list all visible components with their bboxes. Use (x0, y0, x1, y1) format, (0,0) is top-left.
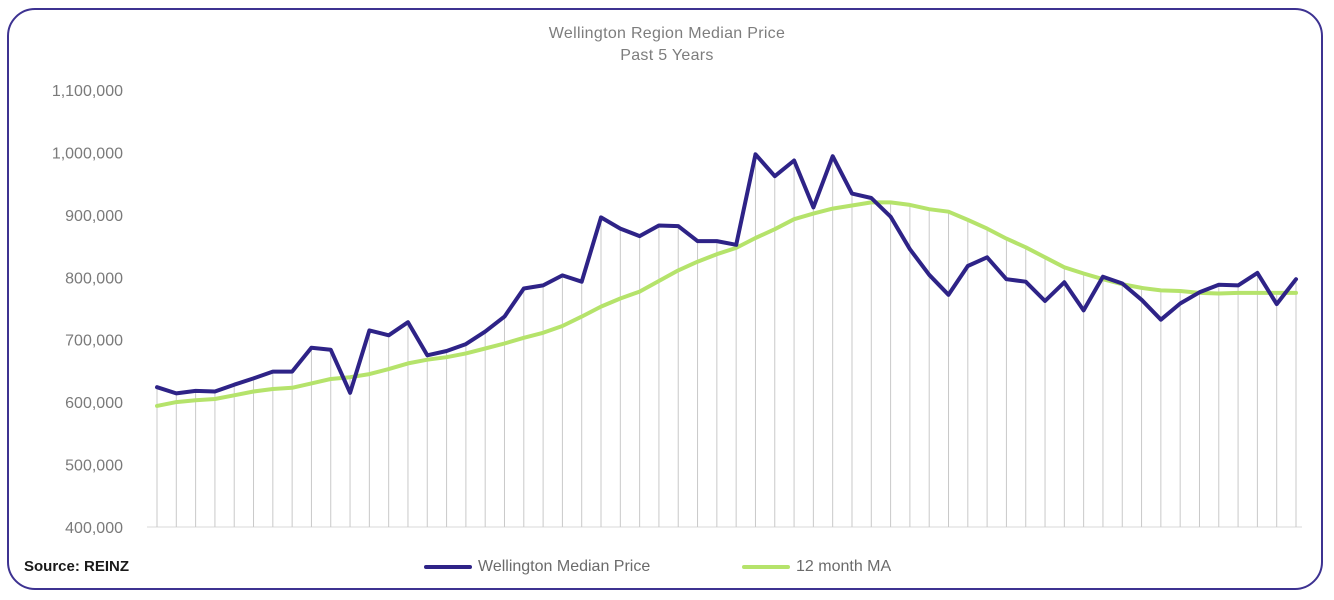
y-tick-label: 700,000 (65, 333, 123, 350)
source-label: Source: REINZ (24, 558, 130, 575)
y-tick-label: 400,000 (65, 520, 123, 537)
y-tick-label: 1,100,000 (52, 83, 123, 100)
legend-item-median-price: Wellington Median Price (424, 555, 650, 579)
y-tick-label: 600,000 (65, 395, 123, 412)
legend-swatch-median-price (424, 565, 472, 569)
y-tick-label: 500,000 (65, 458, 123, 475)
chart-frame (7, 8, 1323, 590)
series-line-12-month-ma (155, 200, 1298, 408)
legend-label-median-price: Wellington Median Price (478, 558, 651, 575)
chart-title: Wellington Region Median Price (548, 25, 786, 42)
series-line-median-price (155, 152, 1298, 396)
chart-subtitle: Past 5 Years (620, 47, 714, 64)
y-tick-label: 1,000,000 (52, 145, 123, 162)
legend-label-12-month-ma: 12 month MA (796, 558, 892, 575)
legend-item-12-month-ma: 12 month MA (742, 555, 891, 579)
y-tick-label: 800,000 (65, 270, 123, 287)
y-tick-label: 900,000 (65, 208, 123, 225)
legend-swatch-12-month-ma (742, 565, 790, 569)
